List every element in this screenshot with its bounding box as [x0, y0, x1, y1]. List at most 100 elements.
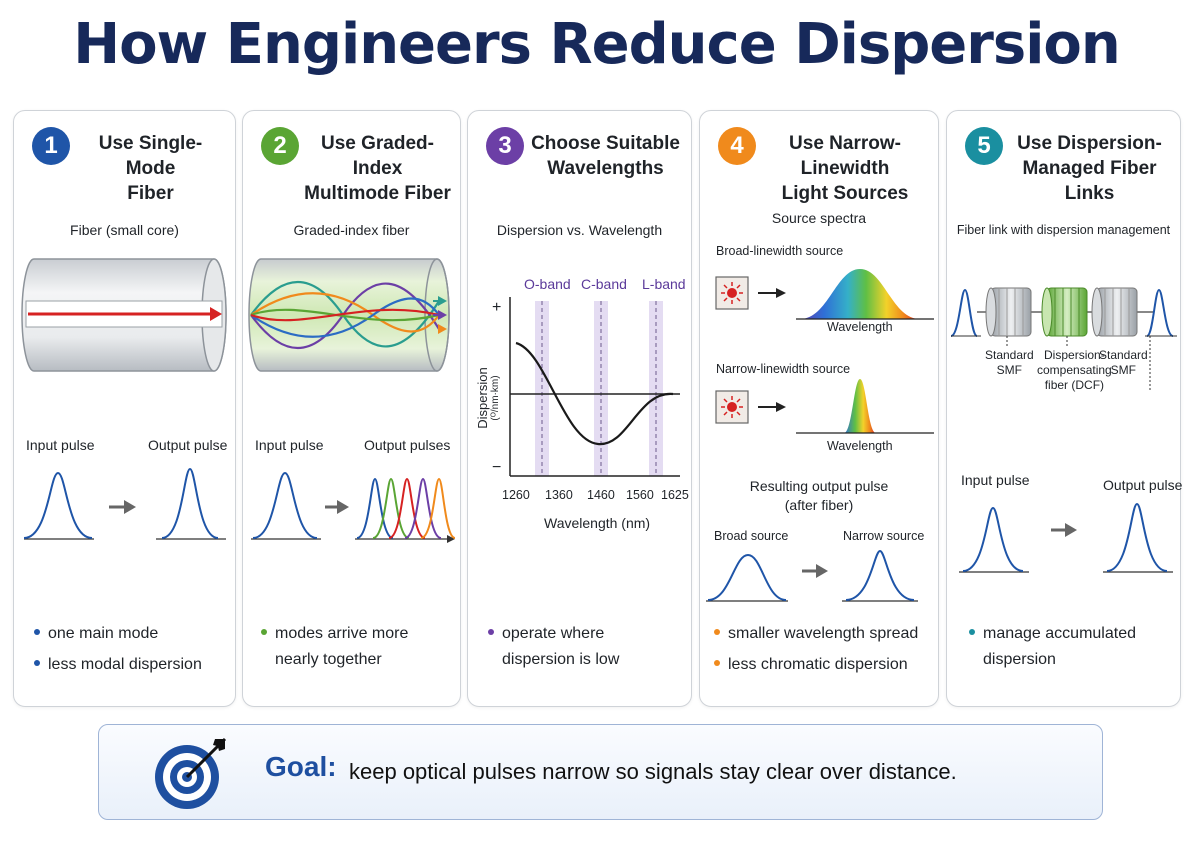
page-title: How Engineers Reduce Dispersion [73, 12, 1121, 77]
card-title: Use Single-Mode Fiber [74, 131, 227, 206]
goal-text: keep optical pulses narrow so signals st… [349, 759, 957, 784]
diagram-label: Fiber (small core) [70, 222, 179, 238]
narrow-source-spectrum [715, 379, 934, 434]
band-label-o: O-band [524, 276, 571, 292]
broad-source-label: Broad source [714, 529, 789, 543]
result-label-line1: Resulting output pulse [749, 478, 889, 494]
goal-keyword: Goal: [265, 751, 337, 782]
bullet-dot [714, 628, 720, 635]
bullet-list: modes arrive more nearly together [261, 621, 408, 673]
smf-label-1-line2: SMF [996, 363, 1023, 377]
input-pulse-label: Input pulse [26, 437, 95, 453]
smf-label-1: Standard SMF [985, 348, 1034, 378]
wavelength-label-broad: Wavelength [827, 320, 893, 334]
card-title-line1: Use Narrow-Linewidth [789, 133, 901, 179]
card-title-line1: Use Graded-Index [321, 133, 434, 179]
x-tick-1260: 1260 [502, 488, 530, 502]
pulse-comparison [959, 502, 1173, 573]
bullet-item-continued: nearly together [275, 651, 382, 668]
smf-label-2-line2: SMF [1110, 363, 1137, 377]
card-narrow-linewidth-sources: 4 Use Narrow-Linewidth Light Sources Sou… [699, 110, 939, 707]
pulse-comparison [251, 471, 456, 543]
spectra-label: Source spectra [771, 210, 867, 226]
card-title: Use Graded-Index Multimode Fiber [303, 131, 452, 206]
bullet-list: smaller wavelength spread less chromatic… [714, 621, 918, 678]
step-number-1: 1 [32, 127, 70, 165]
bullet-dot [714, 659, 720, 666]
narrow-source-label: Narrow source [843, 529, 925, 543]
pulse-comparison [23, 467, 226, 540]
bullet-dot [34, 659, 40, 666]
single-mode-fiber-diagram [21, 258, 227, 372]
card-title: Choose Suitable Wavelengths [528, 131, 683, 181]
card-title-line2: Multimode Fiber [304, 183, 451, 204]
card-title-line1: Choose Suitable [531, 133, 680, 154]
card-title-line2: Managed Fiber Links [1022, 158, 1157, 204]
card-graded-index-fiber: 2 Use Graded-Index Multimode Fiber Grade… [242, 110, 461, 707]
dcf-label-line3: fiber (DCF) [1044, 378, 1105, 392]
card-title-line1: Use Dispersion- [1017, 133, 1162, 154]
card-title-line2: Wavelengths [547, 158, 664, 179]
bullet-item: smaller wavelength spread [714, 621, 918, 647]
x-tick-1360: 1360 [545, 488, 573, 502]
standard-smf-spool [985, 287, 1032, 337]
bullet-list: one main mode less modal dispersion [34, 621, 202, 678]
output-pulse-label: Output pulse [1103, 477, 1183, 493]
wavelength-label-narrow: Wavelength [827, 439, 893, 453]
y-plus-label: + [492, 299, 502, 316]
result-label: Resulting output pulse (after fiber) [700, 478, 938, 513]
graded-index-fiber-diagram [248, 258, 450, 372]
bullet-list: manage accumulated dispersion [969, 621, 1136, 673]
dispersion-chart [509, 297, 680, 477]
fiber-link-diagram [950, 287, 1177, 391]
output-pulses-label: Output pulses [364, 437, 451, 453]
bullet-dot [488, 628, 494, 635]
output-pulse-label: Output pulse [148, 437, 228, 453]
card-title-line1: Use Single-Mode [98, 133, 203, 179]
smf-label-1-line1: Standard [985, 348, 1034, 362]
card-title-line2: Light Sources [781, 183, 909, 204]
chart-title: Dispersion vs. Wavelength [496, 222, 663, 238]
card-title: Use Dispersion- Managed Fiber Links [1007, 131, 1172, 206]
step-number-2: 2 [261, 127, 299, 165]
target-icon [155, 737, 227, 809]
input-pulse-label: Input pulse [961, 472, 1030, 488]
x-tick-1625: 1625 [661, 488, 689, 502]
standard-smf-spool [1091, 287, 1138, 337]
card-title-line2: Fiber [127, 183, 174, 204]
dispersion-curve [515, 341, 674, 446]
dcf-spool [1041, 287, 1088, 337]
bullet-item: less modal dispersion [34, 652, 202, 678]
bullet-item-continued: dispersion is low [502, 651, 620, 668]
bullet-dot [34, 628, 40, 635]
bullet-item: operate where [488, 621, 619, 647]
x-axis-label: Wavelength (nm) [544, 515, 651, 531]
dcf-label-line2: compensating [1037, 363, 1112, 377]
step-number-4: 4 [718, 127, 756, 165]
broad-linewidth-label: Broad-linewidth source [716, 244, 844, 258]
narrow-linewidth-label: Narrow-linewidth source [716, 362, 851, 376]
dcf-label-line1: Dispersion- [1044, 348, 1105, 362]
step-number-3: 3 [486, 127, 524, 165]
dcf-label: Dispersion- compensating fiber (DCF) [1037, 348, 1112, 393]
bullet-item: manage accumulated [969, 621, 1136, 647]
card-suitable-wavelengths: 3 Choose Suitable Wavelengths Dispersion… [467, 110, 692, 707]
input-pulse-label: Input pulse [255, 437, 324, 453]
x-tick-1560: 1560 [626, 488, 654, 502]
y-minus-label: − [492, 459, 502, 476]
bullet-item: one main mode [34, 621, 202, 647]
bullet-dot [261, 628, 267, 635]
smf-label-2-line1: Standard [1099, 348, 1148, 362]
bullet-item: modes arrive more [261, 621, 408, 647]
result-label-line2: (after fiber) [784, 497, 854, 513]
card-title: Use Narrow-Linewidth Light Sources [760, 131, 930, 206]
bullet-item-continued: dispersion [983, 651, 1056, 668]
step-number-5: 5 [965, 127, 1003, 165]
diagram-label: Graded-index fiber [293, 222, 410, 238]
band-label-c: C-band [581, 276, 627, 292]
bullet-list: operate where dispersion is low [488, 621, 619, 673]
x-tick-1460: 1460 [587, 488, 615, 502]
band-label-l: L-band [642, 276, 686, 292]
card-dispersion-managed-links: 5 Use Dispersion- Managed Fiber Links Fi… [946, 110, 1183, 707]
goal-banner: Goal: keep optical pulses narrow so sign… [98, 724, 1103, 820]
